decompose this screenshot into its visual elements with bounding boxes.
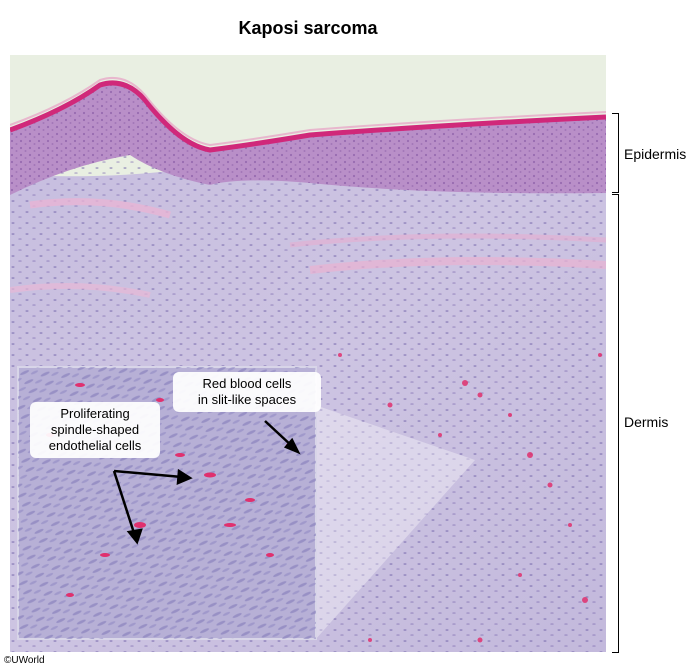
copyright-credit: ©UWorld — [4, 655, 45, 666]
histology-micrograph — [10, 55, 606, 652]
dermis-label: Dermis — [624, 414, 669, 430]
dermis-bracket — [612, 194, 619, 653]
epidermis-label: Epidermis — [624, 146, 687, 162]
callout-spindle-cells: Proliferating spindle-shaped endothelial… — [30, 402, 160, 458]
callout-rbc: Red blood cells in slit-like spaces — [173, 372, 321, 412]
callout-spindle-line1: Proliferating — [60, 406, 130, 421]
inset-magnification — [17, 366, 475, 640]
epidermis-bracket — [612, 113, 619, 193]
figure-title: Kaposi sarcoma — [238, 18, 378, 38]
callout-spindle-line3: endothelial cells — [48, 438, 142, 453]
callout-rbc-line1: Red blood cells — [202, 376, 292, 391]
callout-rbc-line2: in slit-like spaces — [197, 392, 297, 407]
callout-spindle-line2: spindle-shaped — [50, 422, 140, 437]
